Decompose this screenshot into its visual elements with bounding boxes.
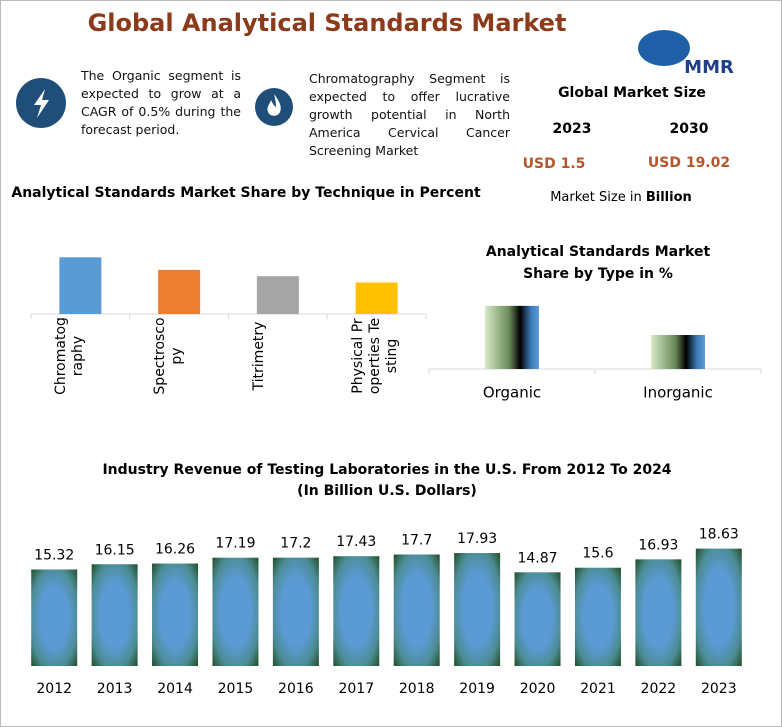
year: 2023 (553, 121, 592, 137)
x-tick-label: 2015 (218, 681, 254, 697)
x-tick-label: 2017 (338, 681, 374, 697)
data-label: 14.87 (517, 550, 557, 566)
bar (158, 269, 201, 314)
market-value: USD 19.02 (648, 155, 730, 171)
x-tick-label: 2023 (701, 681, 737, 697)
bar (333, 556, 380, 666)
bar (91, 564, 138, 666)
bar (574, 567, 621, 666)
logo-globe (638, 30, 690, 66)
market-note: Market Size in Billion (550, 190, 692, 205)
icon-bolt (34, 89, 49, 118)
x-tick-label: 2018 (399, 681, 435, 697)
data-label: 17.2 (280, 536, 311, 552)
highlight: Chromatography Segment is expected to of… (309, 71, 510, 158)
bar (256, 276, 299, 314)
bar (355, 282, 398, 314)
data-label: 18.63 (699, 527, 739, 543)
highlight: The Organic segment is expected to grow … (81, 68, 241, 137)
bar (59, 257, 102, 314)
bar (31, 569, 78, 666)
x-tick-label: 2020 (520, 681, 556, 697)
icon-flame (267, 94, 281, 116)
data-label: 17.19 (215, 536, 255, 552)
data-label: 17.93 (457, 531, 497, 547)
x-tick-label: Titrimetry (250, 321, 267, 391)
bar (695, 548, 742, 666)
data-label: 16.93 (638, 537, 678, 553)
data-label: 16.26 (155, 542, 195, 558)
bar (514, 572, 561, 666)
chart-title: Analytical Standards Market Share by Typ… (485, 244, 711, 282)
page-title: Global Analytical Standards Market (88, 9, 567, 37)
bar (635, 559, 682, 666)
data-label: 15.32 (34, 547, 74, 563)
x-tick-label: Organic (483, 384, 541, 402)
market-value: USD 1.5 (523, 156, 586, 172)
logo: MMR (684, 57, 734, 78)
x-tick-label: 2019 (459, 681, 495, 697)
data-label: 17.43 (336, 534, 376, 550)
unit: Billion (646, 190, 692, 205)
chart-title: Industry Revenue of Testing Laboratories… (102, 462, 671, 478)
x-tick-label: Physical Properties Testing (349, 317, 400, 395)
data-label: 15.6 (582, 546, 613, 562)
chart-subtitle: (In Billion U.S. Dollars) (297, 483, 477, 499)
x-tick-label: Inorganic (643, 384, 713, 402)
bar (272, 557, 319, 666)
x-tick-label: Chromatography (53, 317, 87, 395)
x-tick-label: 2016 (278, 681, 314, 697)
bar (212, 557, 259, 666)
bar (152, 563, 199, 666)
bar (651, 335, 705, 369)
bar (485, 305, 539, 369)
data-label: 17.7 (401, 532, 432, 548)
chart-title: Analytical Standards Market Share by Tec… (11, 185, 481, 201)
x-tick-label: 2012 (36, 681, 72, 697)
x-tick-label: 2021 (580, 681, 616, 697)
x-tick-label: 2014 (157, 681, 193, 697)
x-tick-label: Spectroscopy (152, 317, 186, 395)
bar (393, 554, 440, 666)
x-tick-label: 2022 (641, 681, 677, 697)
note: Market Size in (550, 190, 642, 205)
data-label: 16.15 (95, 542, 135, 558)
year: 2030 (670, 121, 709, 137)
market-size-title: Global Market Size (558, 85, 706, 101)
x-tick-label: 2013 (97, 681, 133, 697)
bar (454, 553, 501, 666)
